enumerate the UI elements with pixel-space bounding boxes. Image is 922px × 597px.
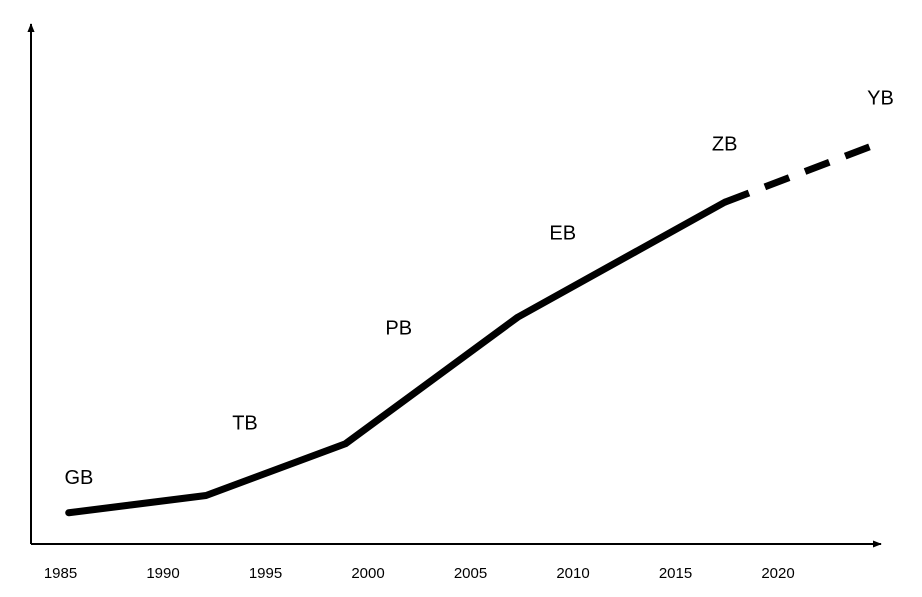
- x-tick-label: 2020: [761, 565, 794, 582]
- x-tick-label: 2010: [556, 565, 589, 582]
- unit-label-tb: TB: [232, 412, 258, 434]
- unit-label-pb: PB: [385, 318, 412, 340]
- x-tick-label: 2005: [454, 565, 487, 582]
- unit-label-yb: YB: [867, 88, 894, 110]
- x-tick-label: 1990: [146, 565, 179, 582]
- x-tick-label: 2015: [659, 565, 692, 582]
- projection-line: [723, 138, 884, 206]
- x-tick-label: 2000: [351, 565, 384, 582]
- unit-label-eb: EB: [549, 223, 576, 245]
- x-tick-label: 1995: [249, 565, 282, 582]
- data-line: [65, 198, 729, 517]
- unit-label-zb: ZB: [712, 134, 738, 156]
- x-tick-label: 1985: [44, 565, 77, 582]
- unit-label-gb: GB: [64, 467, 93, 489]
